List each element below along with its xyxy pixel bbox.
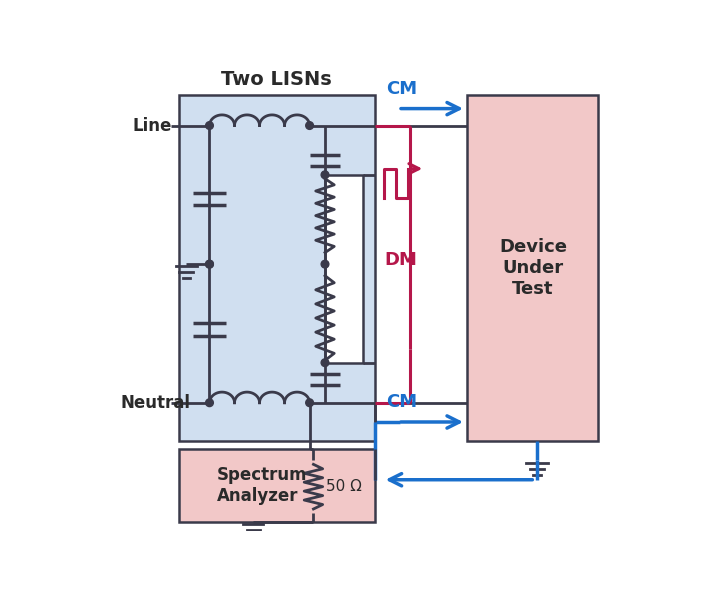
Circle shape <box>321 359 329 367</box>
Text: Line: Line <box>132 116 172 134</box>
Bar <box>325 175 363 363</box>
Circle shape <box>305 122 313 130</box>
Text: CM: CM <box>387 80 418 98</box>
Bar <box>179 449 375 522</box>
Text: Two LISNs: Two LISNs <box>221 70 332 88</box>
Bar <box>467 95 598 441</box>
Circle shape <box>206 260 214 268</box>
Circle shape <box>206 399 214 407</box>
Circle shape <box>206 122 214 130</box>
Circle shape <box>206 260 214 268</box>
Circle shape <box>321 171 329 179</box>
Bar <box>179 95 375 441</box>
Text: Device
Under
Test: Device Under Test <box>499 238 567 298</box>
Text: DM: DM <box>384 251 417 269</box>
Text: Neutral: Neutral <box>121 394 191 412</box>
Text: CM: CM <box>387 393 418 411</box>
Text: 50 Ω: 50 Ω <box>326 479 362 494</box>
Text: Spectrum
Analyzer: Spectrum Analyzer <box>217 466 308 505</box>
Circle shape <box>321 260 329 268</box>
Circle shape <box>305 399 313 407</box>
